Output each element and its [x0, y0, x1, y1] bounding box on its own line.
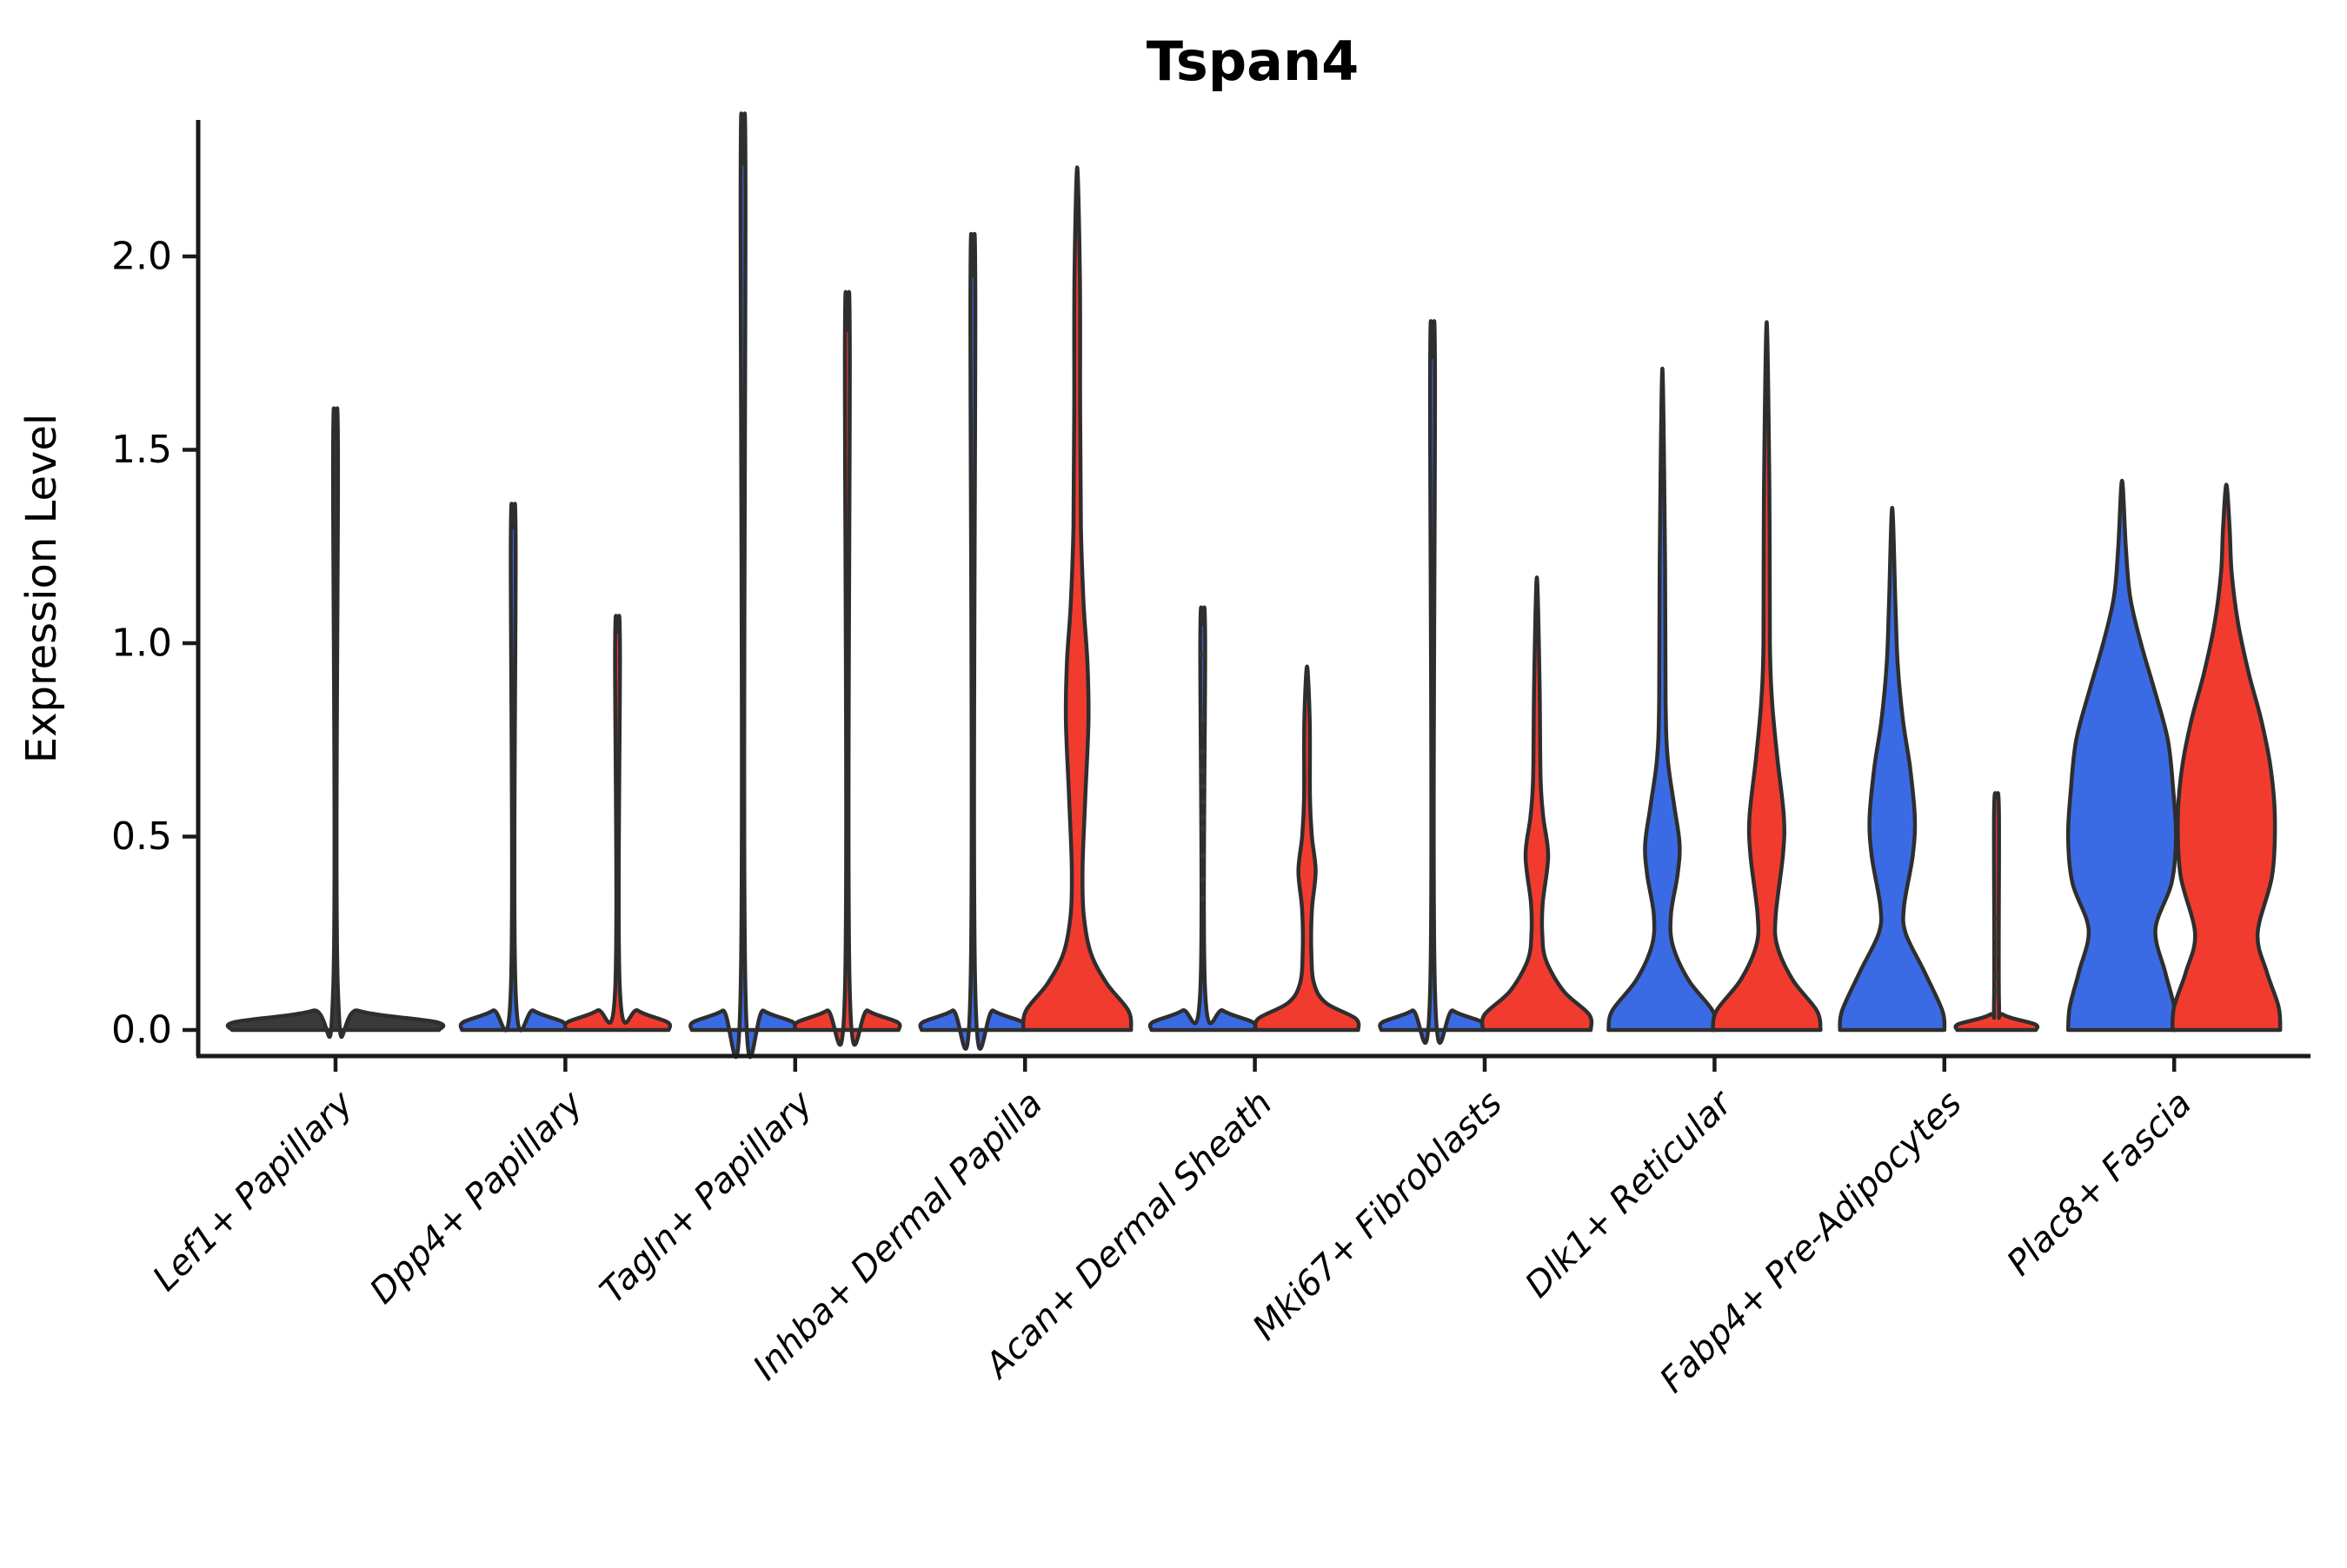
jitter-dot [1993, 934, 1999, 940]
y-tick-label: 0.5 [111, 814, 172, 859]
x-axis-ticks: Lef1+ Papillary Dpp4+ Papillary Tagln+ Pap… [145, 1056, 2199, 1400]
y-tick-label: 1.5 [111, 428, 172, 472]
chart-title: Tspan4 [1147, 30, 1359, 93]
jitter-dot [1200, 826, 1206, 832]
violin-mki67-fibroblasts-a [1378, 319, 1487, 1046]
x-tick-label: Dlk1+ Reticular [1518, 1082, 1741, 1306]
x-tick-label: Tagln+ Papillary [593, 1083, 821, 1312]
jitter-dot [1200, 783, 1206, 789]
violin-inhba-dermal-papilla-a [918, 231, 1028, 1051]
violin-dlk1-reticular-a [1606, 366, 1719, 1033]
violin-inhba-dermal-papilla-b [1021, 165, 1134, 1033]
jitter-dot [1993, 949, 1999, 956]
jitter-dot [1993, 914, 1999, 921]
violin-fabp4-pre-adipocytes-a [1838, 506, 1947, 1033]
y-tick-label: 2.0 [111, 235, 172, 279]
violins-layer [225, 111, 2283, 1060]
x-tick-label: Plac8+ Fascia [1999, 1084, 2199, 1284]
jitter-dot [1200, 767, 1206, 774]
jitter-dot [1200, 814, 1206, 821]
x-tick-label: Dpp4+ Papillary [362, 1083, 591, 1312]
violin-tagln-papillary-b [792, 289, 902, 1047]
jitter-dot [1200, 717, 1206, 724]
x-tick-label: Lef1+ Papillary [145, 1083, 362, 1299]
y-axis-ticks: 0.0 0.5 1.0 1.5 2.0 [111, 235, 198, 1053]
jitter-dot [1200, 853, 1206, 859]
jitter-dot [1993, 973, 1999, 979]
x-tick-label: Mki67+ Fibroblasts [1245, 1084, 1510, 1349]
violin-plac8-fascia-b [2170, 482, 2283, 1033]
y-tick-label: 0.0 [111, 1008, 172, 1053]
jitter-dot [1200, 748, 1206, 754]
violin-dpp4-papillary-b [562, 614, 673, 1033]
jitter-dot [1200, 895, 1206, 901]
violin-dlk1-reticular-b [1711, 320, 1823, 1033]
violin-plac8-fascia-a [2065, 478, 2178, 1033]
jitter-dot [1200, 799, 1206, 805]
jitter-dot [1200, 876, 1206, 882]
violin-tagln-papillary-a [688, 111, 798, 1060]
violin-dpp4-papillary-a [458, 502, 568, 1033]
plot-area: 0.0 0.5 1.0 1.5 2.0 Lef1+ Papillary Dpp4+ Pap… [17, 30, 2310, 1400]
y-axis-label: Expression Level [17, 414, 66, 764]
violin-acan-dermal-sheath-b [1253, 664, 1361, 1033]
violin-lef1-papillary-single [225, 406, 446, 1040]
jitter-dot [1993, 988, 1999, 994]
jitter-dot [1200, 652, 1206, 658]
y-tick-label: 1.0 [111, 621, 172, 666]
violin-mki67-fibroblasts-b [1479, 575, 1594, 1033]
violin-fabp4-pre-adipocytes-b [1953, 791, 2040, 1033]
